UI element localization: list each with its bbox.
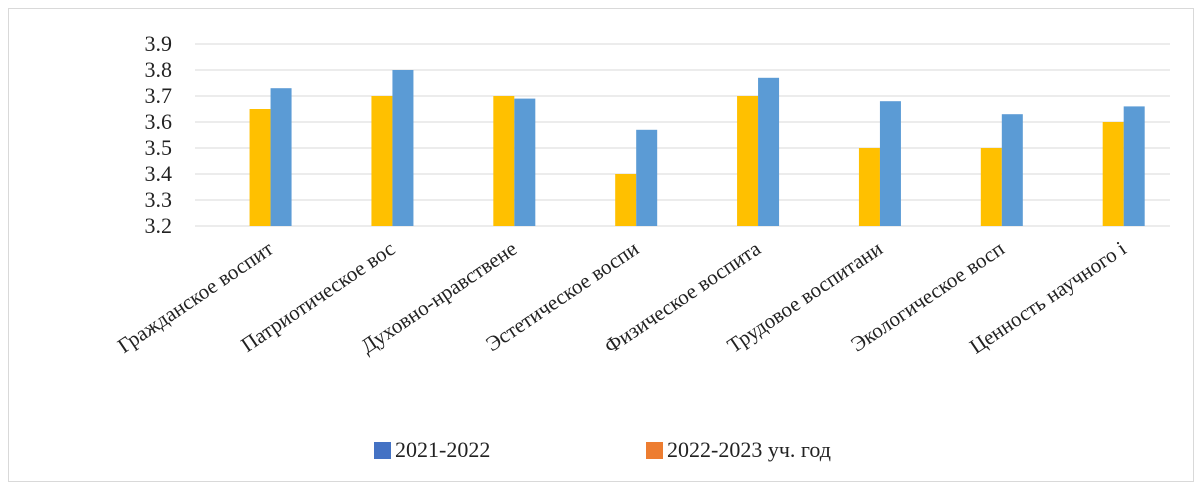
bar-series-2021-2022 <box>1123 106 1145 226</box>
bar-series-2022-2023 <box>615 174 637 226</box>
legend-label: 2021-2022 <box>395 437 490 462</box>
bar-series-2021-2022 <box>879 101 901 226</box>
legend-swatch <box>374 442 391 459</box>
y-tick-label: 3.8 <box>145 57 173 82</box>
bar-series-2021-2022 <box>1001 114 1023 226</box>
bar-series-2022-2023 <box>858 148 880 226</box>
bar-series-2022-2023 <box>249 109 271 226</box>
y-tick-label: 3.4 <box>145 161 173 186</box>
bar-series-2022-2023 <box>737 96 759 226</box>
y-tick-label: 3.7 <box>145 83 173 108</box>
gridlines <box>195 43 1170 227</box>
bar-series-2021-2022 <box>636 129 658 226</box>
bar-series-2021-2022 <box>270 88 292 226</box>
y-tick-label: 3.2 <box>145 213 173 238</box>
chart-frame <box>8 8 1194 482</box>
legend-label: 2022-2023 уч. год <box>667 437 831 462</box>
bar-series-2021-2022 <box>514 98 536 226</box>
y-axis: 3.23.33.43.53.63.73.83.9 <box>145 31 173 238</box>
y-tick-label: 3.6 <box>145 109 173 134</box>
bar-series-2022-2023 <box>980 148 1002 226</box>
y-tick-label: 3.9 <box>145 31 173 56</box>
bar-series-2021-2022 <box>392 70 414 226</box>
bar-series-2021-2022 <box>758 77 780 226</box>
y-tick-label: 3.5 <box>145 135 173 160</box>
bar-series-2022-2023 <box>1102 122 1124 226</box>
legend-swatch <box>646 442 663 459</box>
bar-series-2022-2023 <box>493 96 515 226</box>
bar-series-2022-2023 <box>371 96 393 226</box>
y-tick-label: 3.3 <box>145 187 173 212</box>
bars <box>249 70 1145 226</box>
legend: 2021-2022 2022-2023 уч. год <box>374 437 831 462</box>
